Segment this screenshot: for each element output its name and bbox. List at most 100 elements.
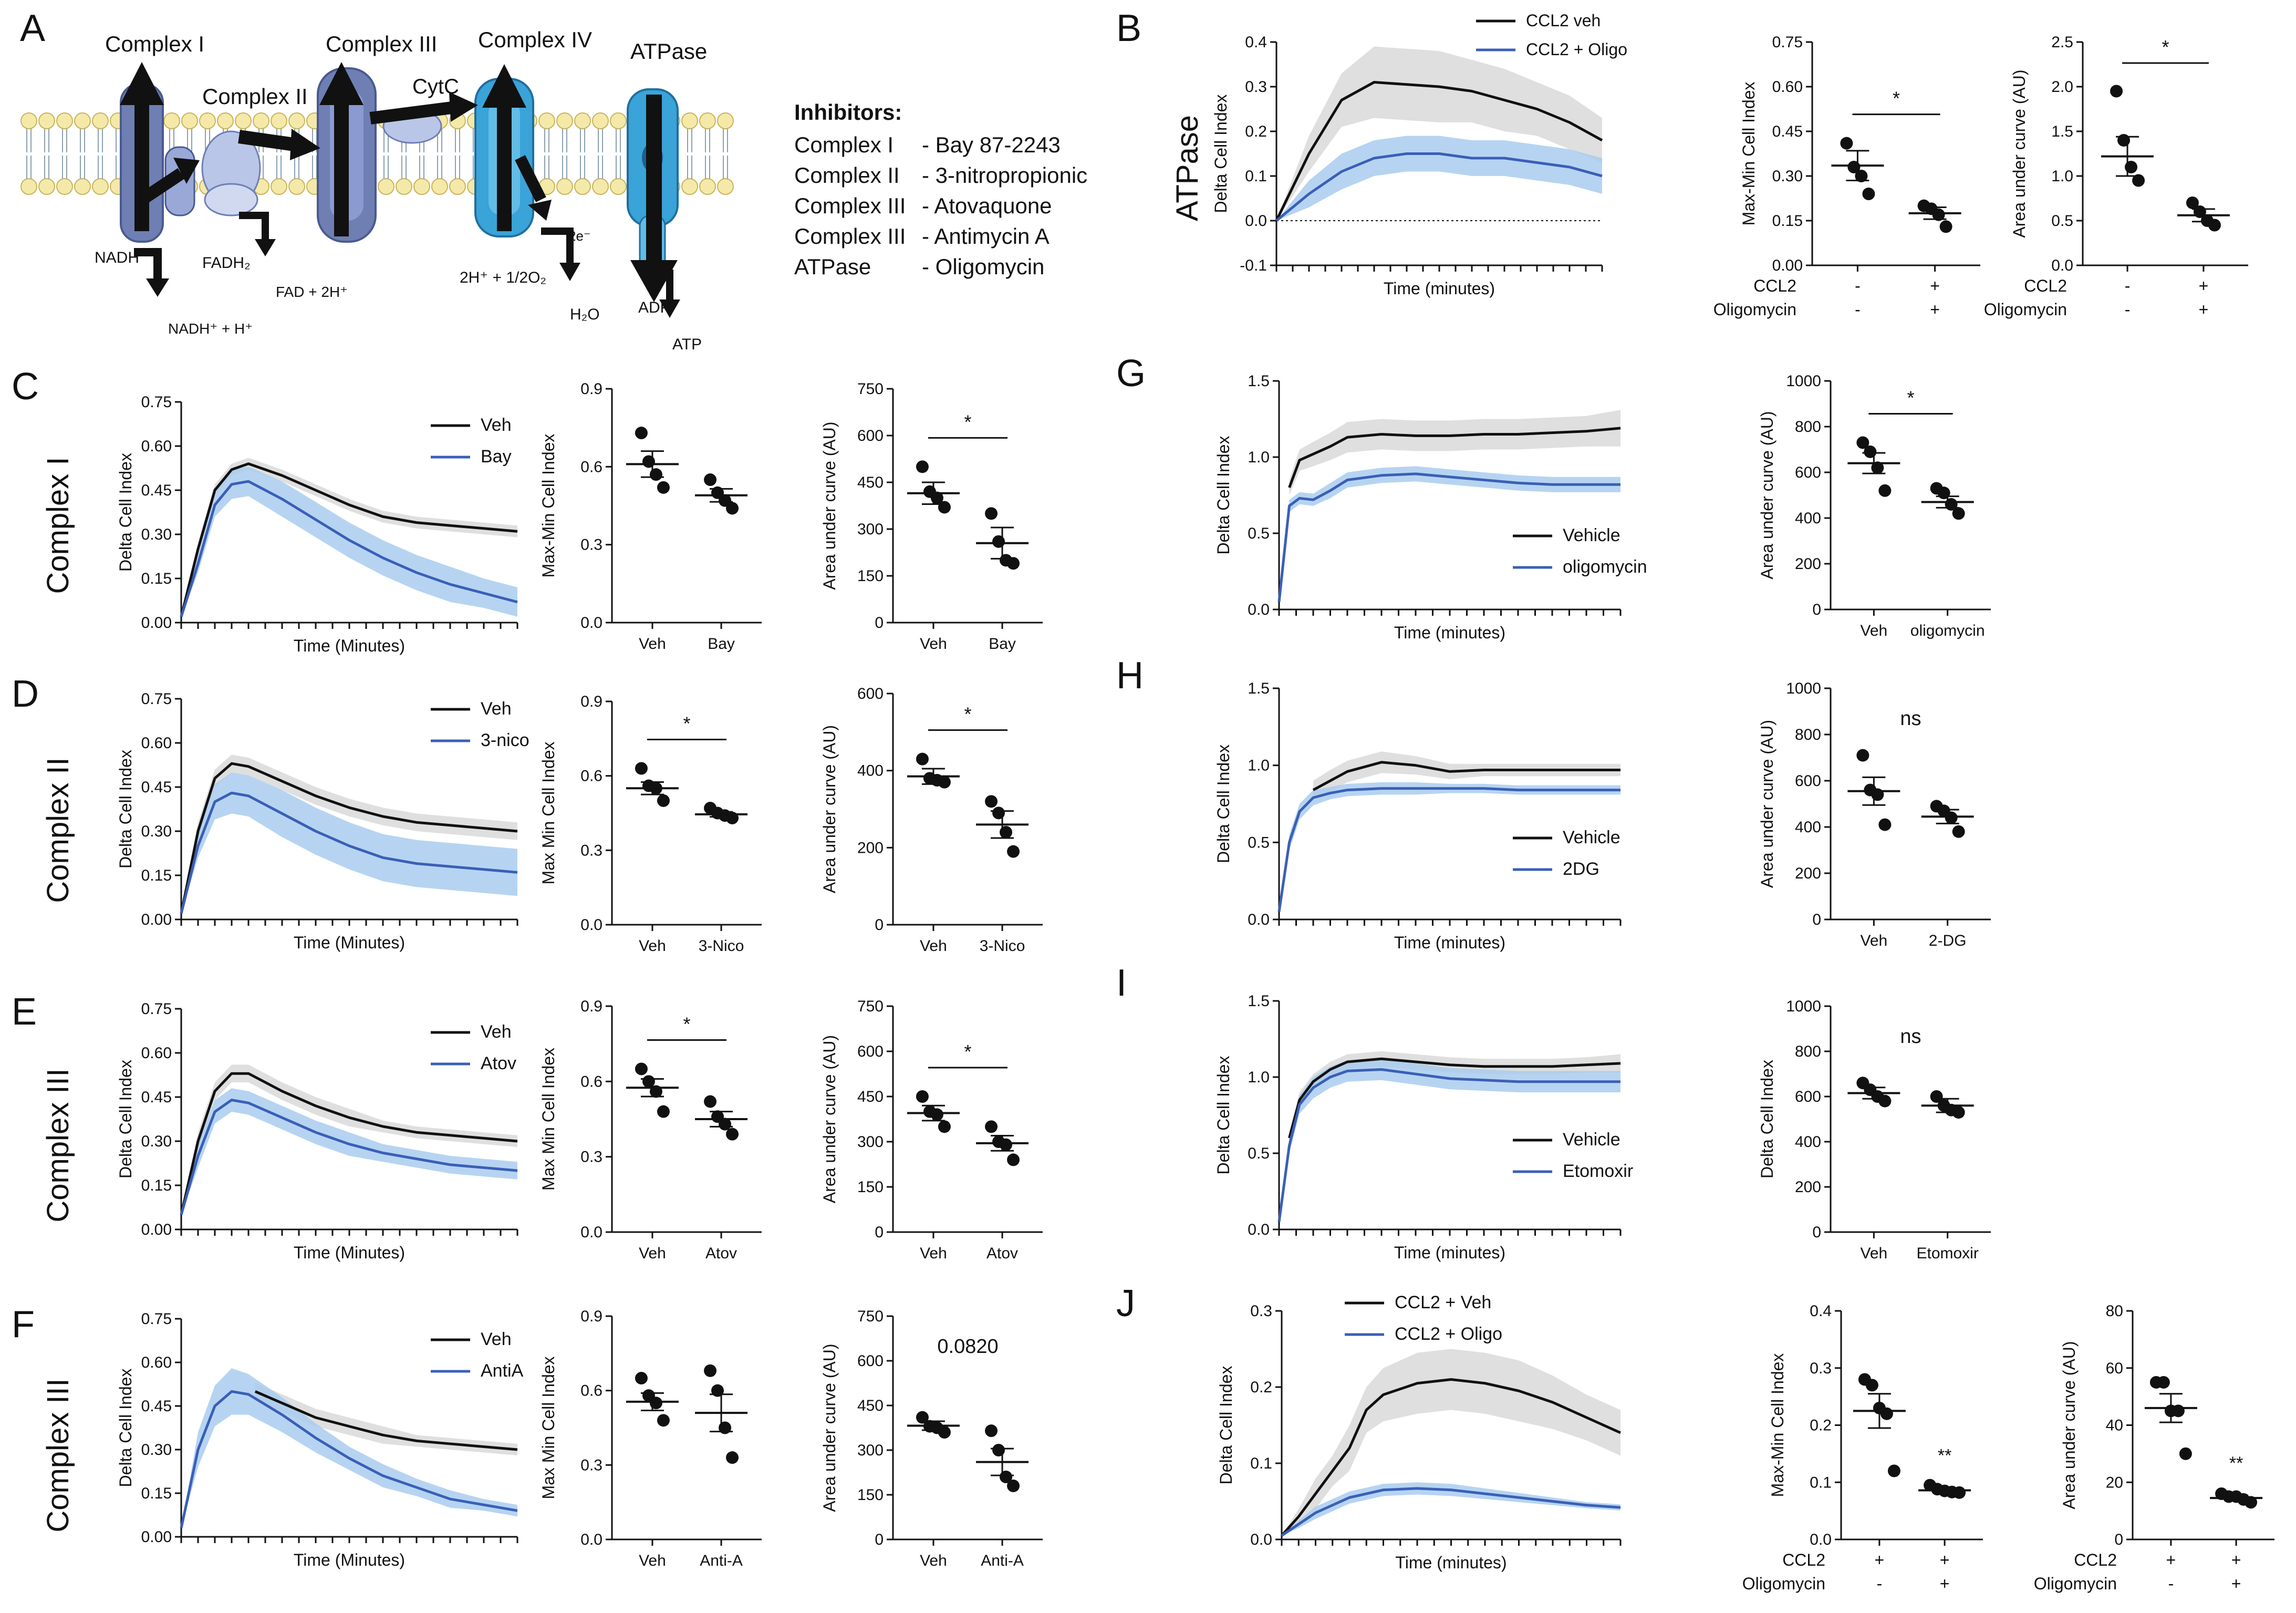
y-tick-label: 200 (1795, 1178, 1821, 1196)
line-chart-f-line: 0.75 0.60 0.45 0.30 0.15 0.00 Delta Cell Index… (116, 1310, 524, 1569)
y-axis-label: Max Min Cell Index (539, 1048, 558, 1191)
factor-value: + (2231, 1574, 2241, 1593)
y-axis-label: Max-Min Cell Index (539, 434, 558, 578)
dot-plot-j-dot1: 0.4 0.3 0.2 0.1 0.0 Max-Min Cell Index ** CCL2 +… (1742, 1302, 1983, 1593)
x-axis-label: Time (Minutes) (294, 636, 405, 655)
error-band (1289, 410, 1620, 495)
y-tick-label: 0.45 (141, 482, 172, 499)
legend-label: Veh (481, 1022, 512, 1042)
y-tick-label: 0.0 (1248, 1221, 1270, 1238)
y-tick-label: 0.60 (1772, 78, 1803, 96)
y-tick-label: 0.5 (1248, 834, 1270, 851)
x-axis-label: Time (Minutes) (294, 1243, 405, 1262)
x-axis-label: Time (minutes) (1394, 933, 1505, 952)
y-axis-label: Max Min Cell Index (539, 741, 558, 884)
factor-value: - (1855, 300, 1861, 319)
factor-row-label: CCL2 (1782, 1550, 1825, 1569)
lipid-head (199, 112, 216, 129)
legend-label: CCL2 + Oligo (1395, 1324, 1502, 1344)
data-point (2179, 1447, 2192, 1460)
data-point (726, 1451, 739, 1464)
dot-plot-c-dot2: 750 600 450 300 150 0 Area under curve (AU) Veh… (820, 380, 1043, 653)
y-tick-label: 0 (1812, 601, 1821, 618)
data-point (985, 507, 998, 520)
electron-flow-arrows (120, 62, 680, 318)
legend-label: AntiA (481, 1361, 524, 1381)
data-point (635, 1062, 648, 1076)
y-tick-label: 0.6 (580, 1073, 602, 1090)
lipid-head (592, 178, 609, 195)
atpase-label: ATPase (630, 39, 707, 64)
y-tick-label: 0.4 (1810, 1302, 1832, 1320)
arrow-icon (120, 62, 164, 231)
proton-oxygen-label: 2H⁺ + 1/2O₂ (460, 269, 546, 286)
y-axis-label: Delta Cell Index (1214, 436, 1233, 555)
lipid-head (271, 178, 287, 195)
y-tick-label: 1.5 (1248, 992, 1270, 1010)
significance-label: ns (1900, 708, 1921, 730)
y-tick-label: 0.3 (1245, 78, 1267, 96)
lipid-head (92, 112, 109, 129)
cytc-label: CytC (412, 75, 459, 98)
series-line (254, 1390, 518, 1451)
lipid-head (20, 178, 37, 195)
y-tick-label: 0.75 (141, 394, 172, 411)
y-tick-label: 1.5 (1248, 373, 1270, 390)
series-line (180, 1390, 518, 1528)
y-tick-label: 1.0 (1248, 1069, 1270, 1086)
lipid-head (699, 178, 716, 195)
y-tick-label: 300 (857, 521, 884, 538)
y-tick-label: 0 (2114, 1531, 2123, 1548)
x-category-label: Etomoxir (1916, 1245, 1978, 1262)
y-tick-label: 0.75 (141, 1310, 172, 1328)
dot-plot-e-dot1: 0.9 0.6 0.3 0.0 Max Min Cell Index Veh Atov * (539, 998, 762, 1262)
y-tick-label: 0.9 (580, 380, 602, 398)
series-line (180, 462, 518, 617)
inhibitors-legend: Inhibitors: Complex I - Bay 87-2243 Comp… (794, 100, 1087, 279)
y-tick-label: 200 (1795, 865, 1821, 882)
x-axis-label: Time (minutes) (1394, 1243, 1505, 1262)
lipid-head (574, 112, 591, 129)
x-axis-label: Time (Minutes) (294, 933, 405, 952)
x-category-label: Bay (989, 635, 1016, 653)
y-axis-label: Delta Cell Index (116, 750, 135, 868)
factor-value: - (1877, 1574, 1883, 1593)
y-tick-label: 0 (1812, 1224, 1821, 1241)
data-point (635, 427, 648, 440)
x-axis-label: Time (Minutes) (294, 1550, 405, 1569)
factor-row-label: CCL2 (1753, 276, 1796, 295)
y-tick-label: 450 (857, 1088, 884, 1105)
significance-label: * (683, 713, 690, 735)
y-axis-label: Area under curve (AU) (820, 421, 839, 590)
y-tick-label: 800 (1795, 418, 1821, 436)
panel-letter-j: J (1116, 1283, 1135, 1325)
y-tick-label: 0.9 (580, 1308, 602, 1325)
lipid-head (288, 112, 305, 129)
lipid-head (592, 112, 609, 129)
significance-label: * (1893, 88, 1900, 109)
factor-row-label: Oligomycin (2034, 1574, 2117, 1593)
line-chart-i-line: 1.5 1.0 0.5 0.0 Delta Cell Index Time (minute… (1214, 992, 1633, 1262)
panel-letter-g: G (1116, 353, 1146, 395)
lipid-head (288, 178, 305, 195)
lipid-head (253, 112, 269, 129)
data-point (704, 473, 717, 487)
arrow-icon (482, 64, 526, 231)
complex-i-label: Complex I (105, 32, 204, 56)
y-tick-label: 0.15 (141, 1485, 172, 1502)
y-tick-label: 0.15 (1772, 212, 1803, 230)
y-tick-label: 0.00 (1772, 257, 1803, 274)
dot-plot-j-dot2: 80 60 40 20 0 Area under curve (AU) ** CCL2 + + Ol… (2034, 1302, 2274, 1593)
y-tick-label: 0.00 (141, 911, 172, 928)
lipid-head (717, 112, 734, 129)
y-tick-label: 0.6 (580, 1382, 602, 1400)
y-tick-label: 0.1 (1810, 1474, 1832, 1491)
data-point (985, 795, 998, 808)
y-axis-label: Area under curve (AU) (820, 725, 839, 893)
lipid-head (217, 112, 234, 129)
y-tick-label: 1000 (1786, 998, 1821, 1015)
factor-row-label: CCL2 (2024, 276, 2067, 295)
x-category-label: Veh (920, 1552, 947, 1569)
line-chart-e-line: 0.75 0.60 0.45 0.30 0.15 0.00 Delta Cell Index… (116, 1000, 518, 1262)
y-axis-label: Area under curve (AU) (1758, 411, 1776, 579)
